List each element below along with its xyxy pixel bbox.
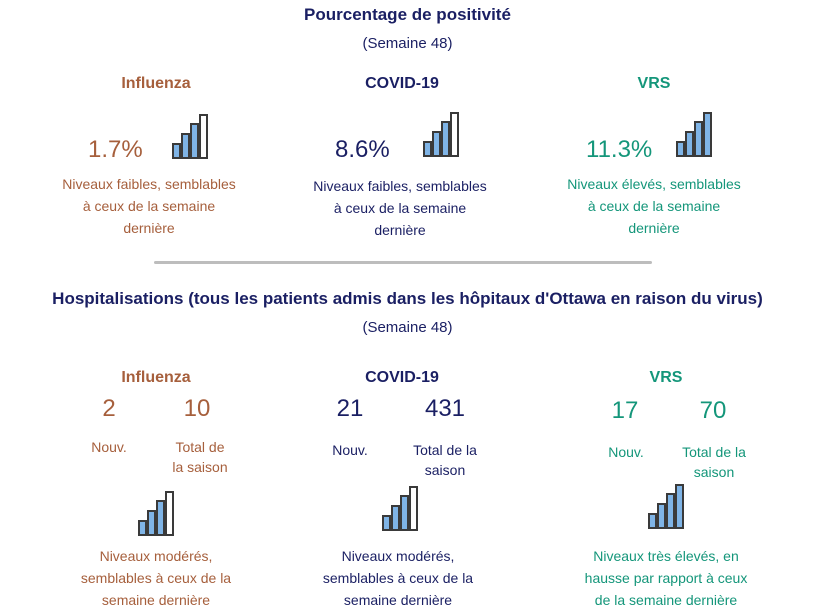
positivity-rsv-heading: VRS <box>637 75 671 92</box>
level-bar <box>432 131 441 157</box>
level-bar <box>172 143 181 159</box>
hospital-flu-new: 2 <box>102 395 116 422</box>
level-bar <box>400 495 409 531</box>
hospital-covid-total-label: Total de la saison <box>413 442 477 478</box>
hospital-rsv-heading: VRS <box>649 369 683 386</box>
level-bar <box>675 484 684 529</box>
level-bar <box>648 513 657 529</box>
positivity-title: Pourcentage de positivité <box>304 5 511 24</box>
hospital-covid-new-label: Nouv. <box>332 442 368 458</box>
level-bar <box>138 520 147 536</box>
positivity-rsv-desc: Niveaux élevés, semblables à ceux de la s… <box>567 176 741 236</box>
level-bar <box>685 131 694 157</box>
level-bar <box>423 141 432 157</box>
hospital-flu-total-label: Total de la saison <box>172 439 228 475</box>
hospital-covid-heading: COVID-19 <box>365 369 439 386</box>
positivity-flu-heading: Influenza <box>121 75 191 92</box>
positivity-covid-heading: COVID-19 <box>365 75 439 92</box>
hospital-covid-total: 431 <box>424 395 466 422</box>
section-divider <box>154 261 652 264</box>
positivity-covid-value: 8.6% <box>335 136 390 163</box>
positivity-covid-desc: Niveaux faibles, semblables à ceux de la … <box>313 178 487 238</box>
hospital-rsv-new-label: Nouv. <box>608 444 644 460</box>
hospital-rsv-total: 70 <box>699 397 727 424</box>
level-bar <box>676 141 685 157</box>
level-bar <box>199 114 208 159</box>
level-bar <box>181 133 190 159</box>
level-bar <box>382 515 391 531</box>
hospital-title: Hospitalisations (tous les patients admi… <box>52 289 763 308</box>
level-bar <box>156 500 165 536</box>
level-bar <box>190 123 199 159</box>
level-bar <box>441 121 450 157</box>
level-bar <box>657 503 666 529</box>
level-bar <box>703 112 712 157</box>
level-bar <box>391 505 400 531</box>
hospital-flu-new-label: Nouv. <box>91 439 127 455</box>
hospital-covid-desc: Niveaux modérés, semblables à ceux de la s… <box>322 548 474 608</box>
hospital-rsv-new: 17 <box>611 397 639 424</box>
positivity-flu-value: 1.7% <box>88 136 143 163</box>
hospital-flu-desc: Niveaux modérés, semblables à ceux de la s… <box>80 548 232 608</box>
level-bar <box>147 510 156 536</box>
hospital-flu-total: 10 <box>183 395 211 422</box>
positivity-rsv-value: 11.3% <box>586 136 653 163</box>
bar-level-icon <box>138 491 174 536</box>
level-bar <box>666 493 675 529</box>
level-bar <box>694 121 703 157</box>
hospital-covid-new: 21 <box>336 395 364 422</box>
hospital-week: (Semaine 48) <box>362 319 453 336</box>
bar-level-icon <box>648 484 684 529</box>
positivity-flu-desc: Niveaux faibles, semblables à ceux de la … <box>62 176 236 236</box>
bar-level-icon <box>423 112 459 157</box>
hospital-rsv-total-label: Total de la saison <box>682 444 746 480</box>
bar-level-icon <box>172 114 208 159</box>
positivity-week: (Semaine 48) <box>362 35 453 52</box>
level-bar <box>165 491 174 536</box>
level-bar <box>409 486 418 531</box>
level-bar <box>450 112 459 157</box>
hospital-flu-heading: Influenza <box>121 369 191 386</box>
bar-level-icon <box>676 112 712 157</box>
hospital-rsv-desc: Niveaux très élevés, en hausse par rappor… <box>584 548 748 608</box>
bar-level-icon <box>382 486 418 531</box>
